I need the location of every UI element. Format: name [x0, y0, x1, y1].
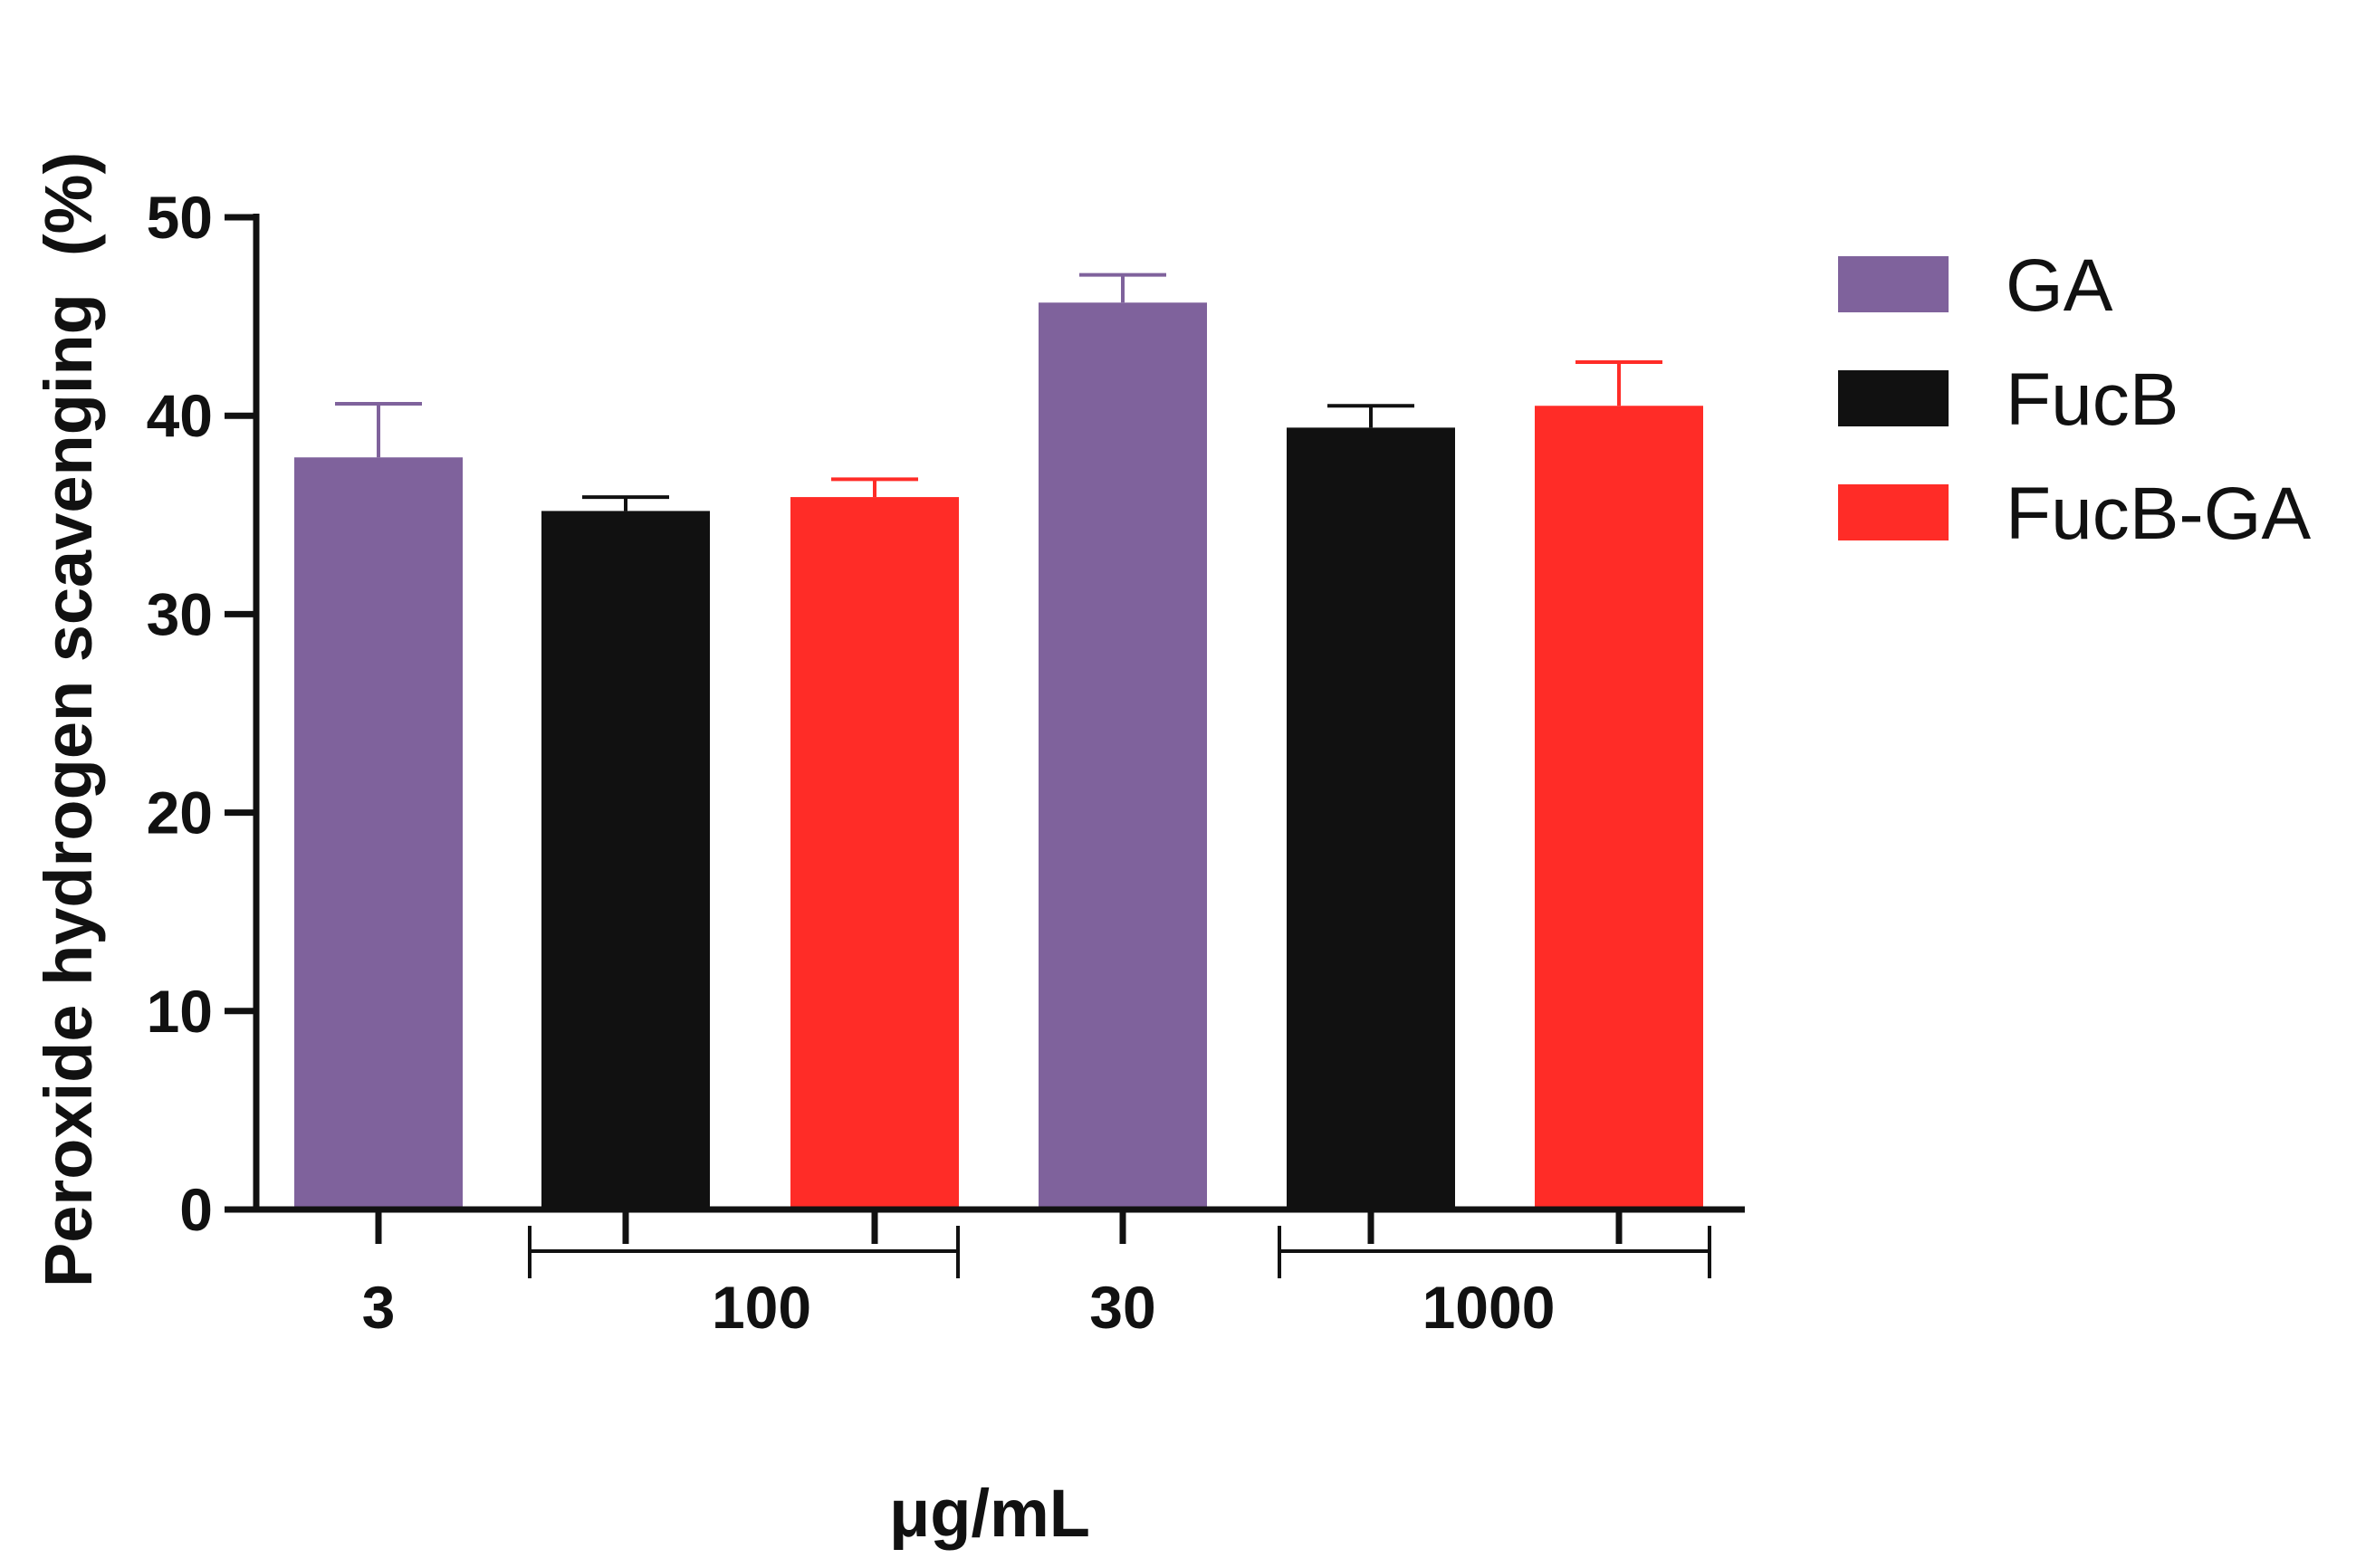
bar-ga-0 — [294, 457, 463, 1207]
y-tick-label-3: 30 — [147, 580, 213, 647]
x-tick-label-3: 1000 — [1422, 1274, 1556, 1341]
y-tick-label-0: 0 — [179, 1176, 213, 1243]
legend-label-fucb: FucB — [2006, 359, 2179, 441]
x-axis-tick-labels: 3 100 30 1000 — [362, 1274, 1556, 1341]
y-tick-label-1: 10 — [147, 978, 213, 1045]
axes-group — [253, 214, 1745, 1213]
legend-swatch-fucb — [1838, 370, 1949, 426]
bar-fucb-ga-2 — [790, 497, 959, 1207]
bar-fucb-1 — [541, 511, 710, 1207]
bars-group — [294, 302, 1703, 1208]
error-bars-group — [335, 272, 1662, 512]
x-axis-title: μg/mL — [889, 1476, 1090, 1551]
y-axis-ticks: 0 10 20 30 40 50 — [147, 184, 256, 1243]
bar-fucb-ga-5 — [1535, 406, 1703, 1207]
legend-label-ga: GA — [2006, 244, 2113, 327]
x-tick-label-2: 30 — [1089, 1274, 1155, 1341]
bar-fucb-4 — [1287, 427, 1455, 1207]
x-tick-label-1: 100 — [712, 1274, 811, 1341]
y-axis-title: Peroxide hydrogen scavenging (%) — [31, 152, 106, 1287]
y-tick-label-2: 20 — [147, 779, 213, 846]
y-tick-label-4: 40 — [147, 382, 213, 449]
legend: GA FucB FucB-GA — [1838, 244, 2311, 555]
legend-swatch-fucb-ga — [1838, 484, 1949, 540]
group-brackets — [528, 1226, 1711, 1278]
legend-label-fucb-ga: FucB-GA — [2006, 473, 2311, 555]
bar-ga-3 — [1039, 302, 1207, 1208]
y-tick-label-5: 50 — [147, 184, 213, 251]
x-tick-label-0: 3 — [362, 1274, 396, 1341]
legend-swatch-ga — [1838, 256, 1949, 312]
x-axis-ticks — [375, 1209, 1623, 1244]
